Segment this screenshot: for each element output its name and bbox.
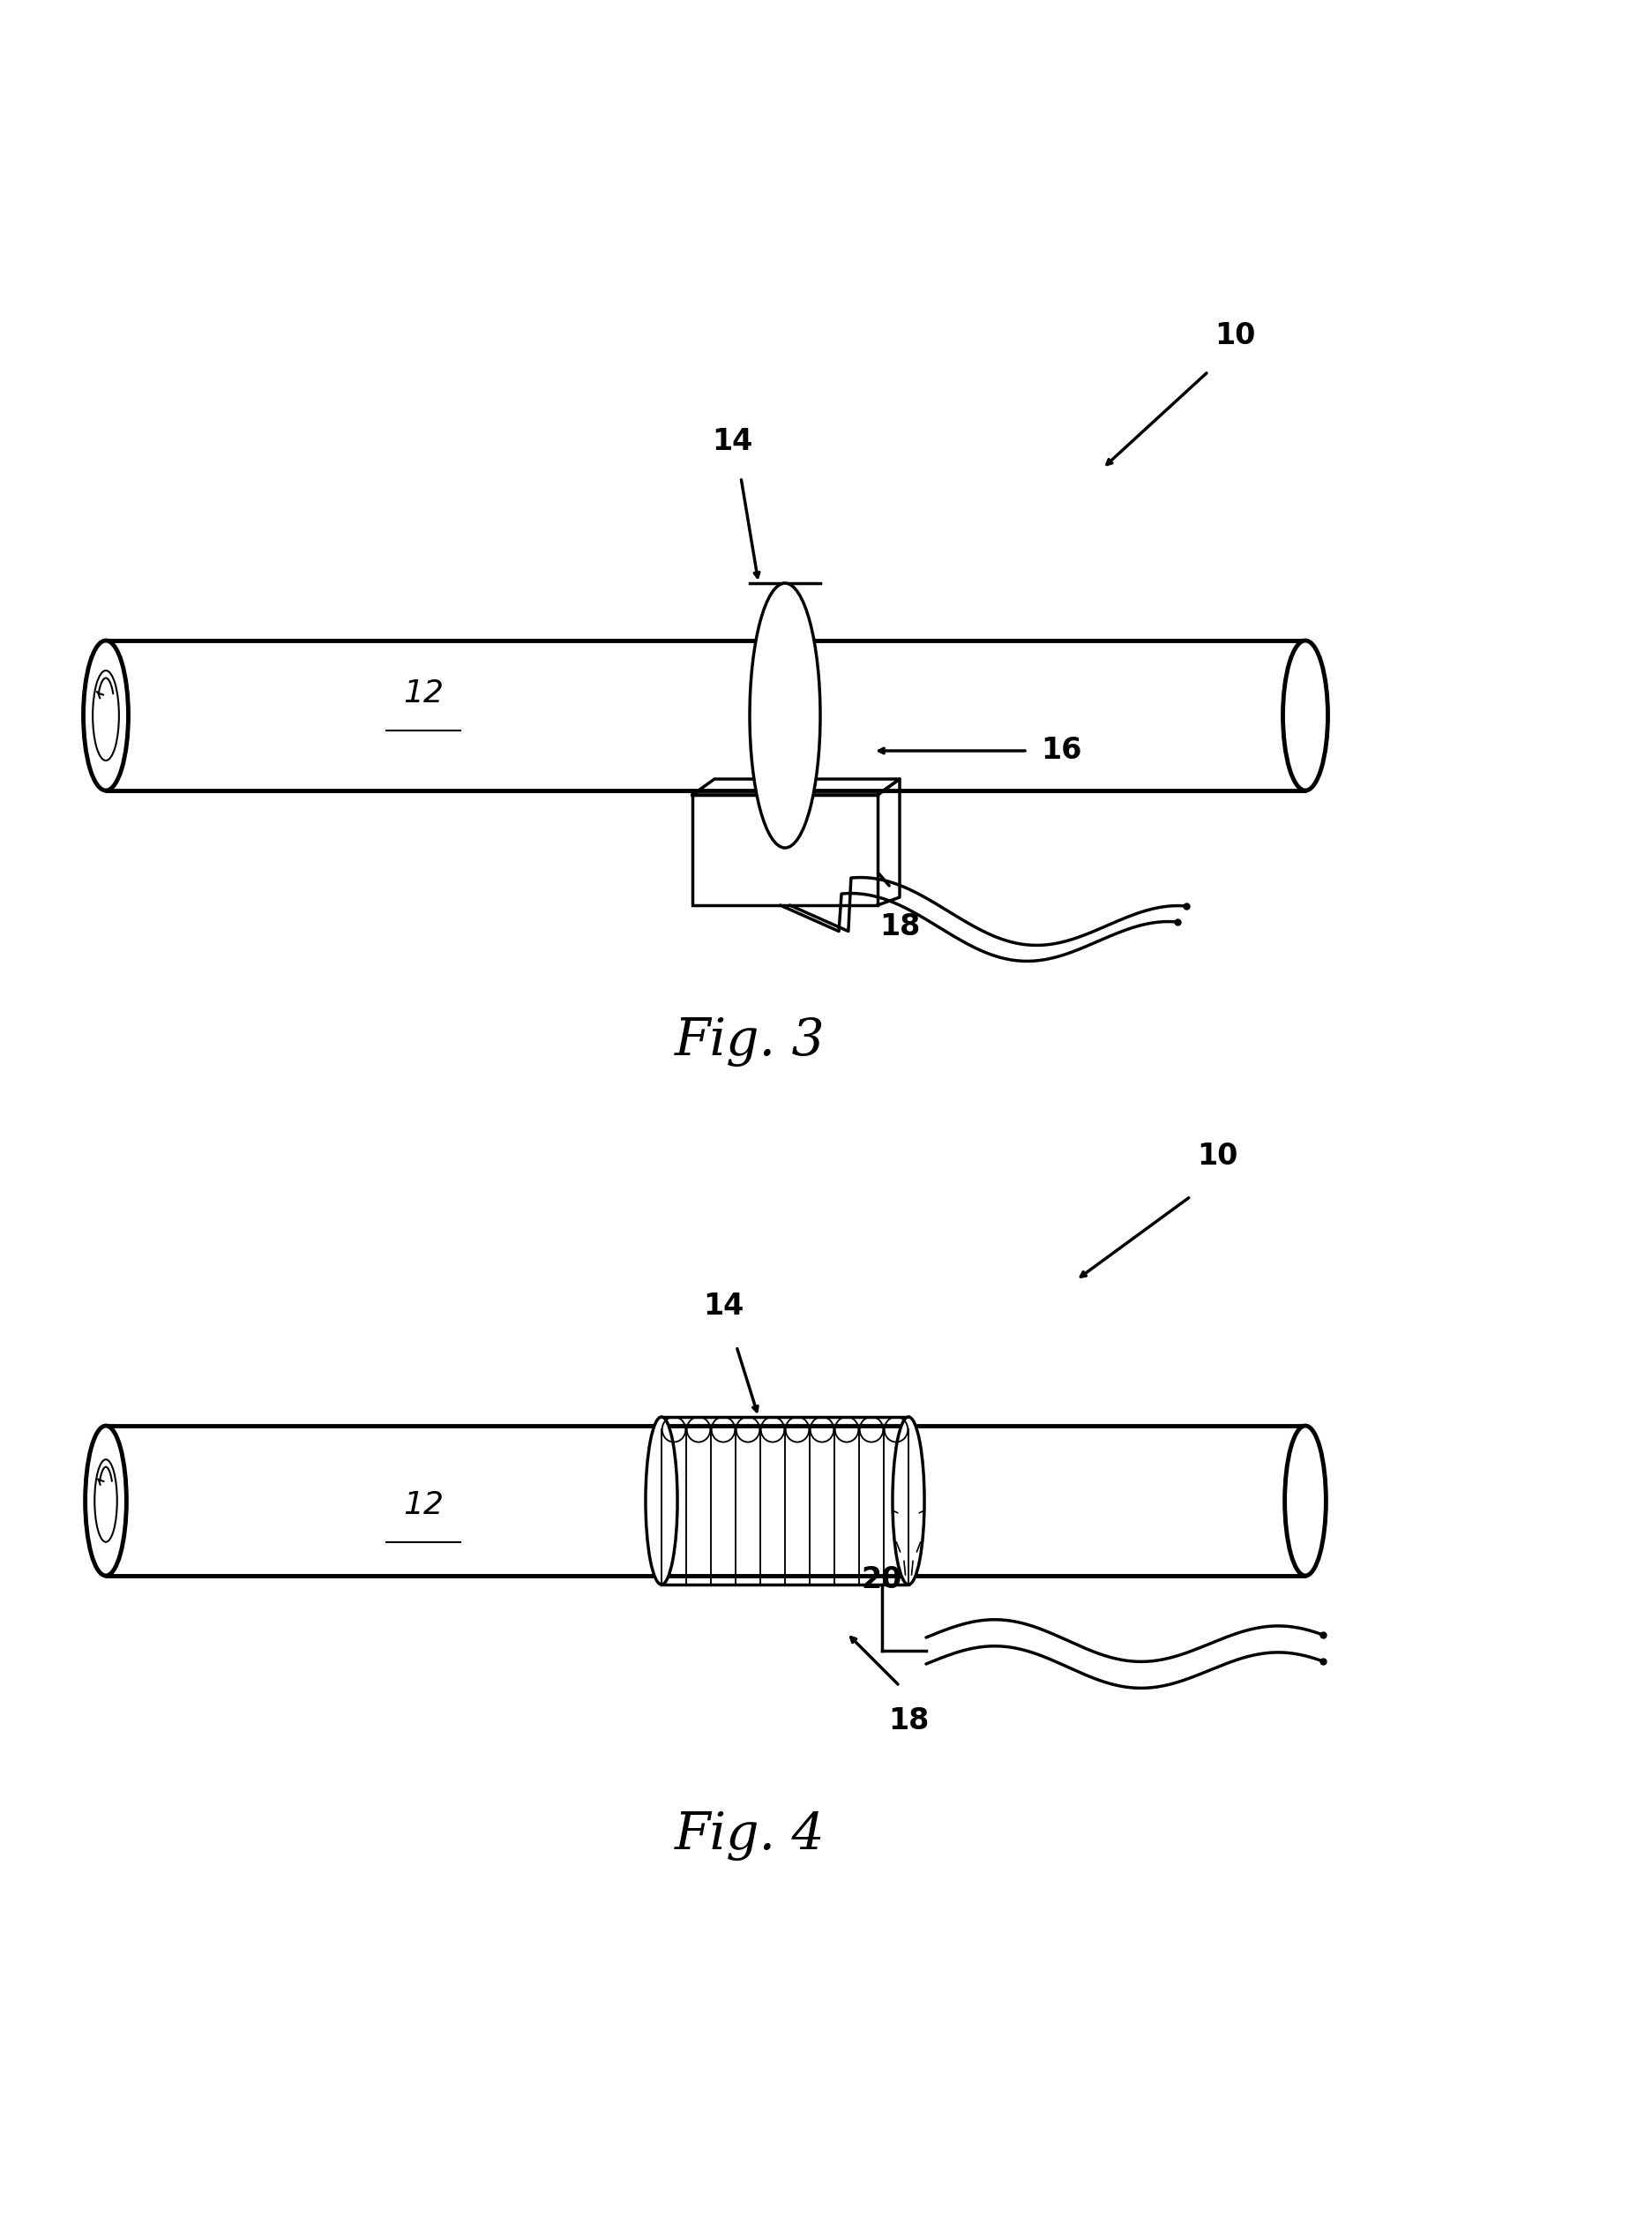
Ellipse shape (646, 1418, 677, 1585)
Ellipse shape (892, 1418, 925, 1585)
Text: 12: 12 (403, 679, 444, 708)
Text: 10: 10 (1214, 322, 1256, 351)
Text: 18: 18 (889, 1706, 928, 1735)
Text: 14: 14 (702, 1293, 743, 1322)
Text: Fig. 4: Fig. 4 (674, 1811, 824, 1860)
Bar (692, 795, 877, 904)
Text: 10: 10 (1196, 1141, 1237, 1170)
Text: 20: 20 (862, 1565, 902, 1594)
Text: 12: 12 (403, 1489, 444, 1521)
Text: 14: 14 (712, 427, 752, 456)
Ellipse shape (83, 641, 129, 790)
Text: 16: 16 (1041, 737, 1082, 766)
Text: 18: 18 (879, 913, 920, 942)
Ellipse shape (1285, 1425, 1327, 1576)
Ellipse shape (86, 1425, 127, 1576)
Ellipse shape (750, 583, 821, 849)
Ellipse shape (1284, 641, 1328, 790)
Text: Fig. 3: Fig. 3 (674, 1016, 824, 1067)
